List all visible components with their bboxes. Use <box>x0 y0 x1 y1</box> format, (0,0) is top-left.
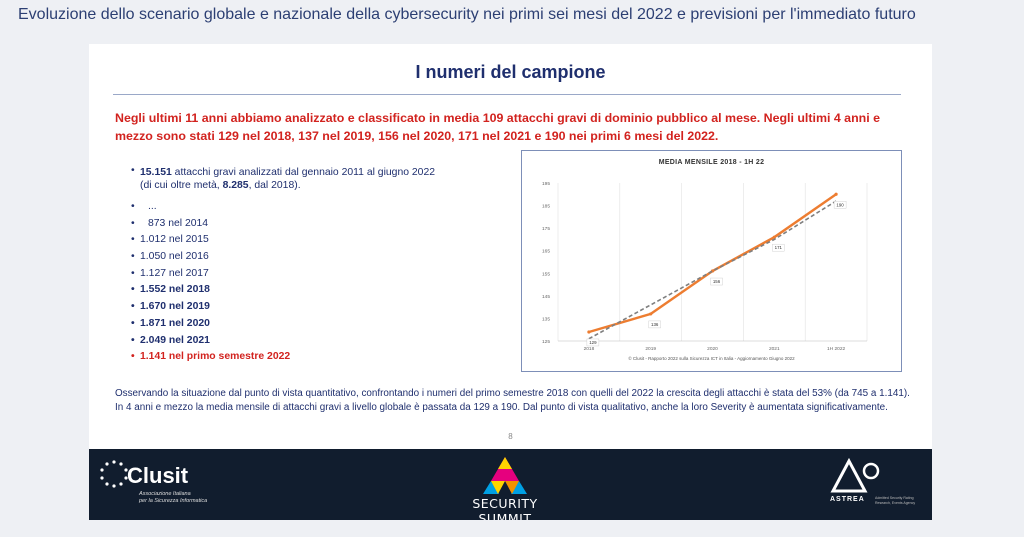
clusit-wordmark: Clusit <box>127 463 189 488</box>
bullet-2015: 1.012 nel 2015 <box>131 232 461 249</box>
astrea-wordmark: ASTREA <box>830 496 865 503</box>
astrea-triangle-icon <box>830 457 880 493</box>
bullet-ellipsis: ... <box>131 199 461 216</box>
clusit-subtitle: Associazione Italiana per la Sicurezza In… <box>139 491 208 504</box>
title-divider <box>113 94 901 95</box>
x-tick-label: 2021 <box>769 346 780 352</box>
y-tick-label: 195 <box>542 181 550 187</box>
x-tick-label: 2019 <box>645 346 656 352</box>
x-tick-label: 2020 <box>707 346 718 352</box>
astrea-logo: ASTREA Admitted Security Rating Research… <box>827 455 927 517</box>
x-tick-label: 2018 <box>584 346 595 352</box>
y-tick-label: 185 <box>542 204 550 210</box>
data-label-box <box>772 243 785 252</box>
y-tick-label: 135 <box>542 316 550 322</box>
bullet-2018: 1.552 nel 2018 <box>131 282 461 299</box>
x-tick-label: 1H 2022 <box>827 346 845 352</box>
y-tick-label: 175 <box>542 226 550 232</box>
total-value: 15.151 <box>140 167 172 178</box>
chart-panel: MEDIA MENSILE 2018 - 1H 22 125 135 145 155 1… <box>521 150 902 372</box>
y-tick-label: 145 <box>542 294 550 300</box>
summary-text: Osservando la situazione dal punto di vi… <box>115 388 910 414</box>
bullet-2014: 873 nel 2014 <box>131 216 461 233</box>
data-label: 156 <box>713 279 721 284</box>
astrea-subtitle: Admitted Security Rating Research, Event… <box>875 496 916 505</box>
bullet-2016: 1.050 nel 2016 <box>131 249 461 266</box>
data-label: 190 <box>836 202 844 207</box>
y-tick-label: 125 <box>542 339 550 345</box>
data-point <box>649 312 653 316</box>
summit-triangle-icon <box>483 457 527 494</box>
data-point <box>587 330 591 334</box>
y-tick-label: 165 <box>542 249 550 255</box>
security-summit-logo: SECURITY SUMMIT <box>445 453 565 520</box>
slide-title: I numeri del campione <box>415 62 606 82</box>
data-label: 136 <box>651 322 659 327</box>
total-text: attacchi gravi analizzati dal gennaio 20… <box>171 167 436 178</box>
total-line2-value: 8.285 <box>222 180 249 192</box>
stars-circle-icon <box>100 460 128 488</box>
data-label-box <box>586 338 600 347</box>
data-point <box>834 192 838 196</box>
page-header-title: Evoluzione dello scenario globale e nazi… <box>18 6 916 23</box>
data-point <box>772 235 776 239</box>
bullet-2019: 1.670 nel 2019 <box>131 299 461 316</box>
bullet-total: 15.151 attacchi gravi analizzati dal gen… <box>131 164 461 199</box>
footer-banner: Clusit Associazione Italiana per la Sicur… <box>89 449 932 520</box>
series-line-trend <box>588 200 837 340</box>
data-label-box <box>648 320 661 329</box>
bullet-2020: 1.871 nel 2020 <box>131 316 461 333</box>
bullet-list: 15.151 attacchi gravi analizzati dal gen… <box>131 164 461 366</box>
data-label-box <box>833 201 847 209</box>
page-number: 8 <box>508 432 513 441</box>
summit-wordmark: SECURITY SUMMIT <box>472 496 538 520</box>
data-label: 129 <box>589 340 597 345</box>
total-line2-post: , dal 2018). <box>248 180 301 192</box>
y-tick-label: 155 <box>542 271 550 277</box>
data-label: 171 <box>775 245 783 250</box>
chart-copyright-note: © Clusit - Rapporto 2022 sulla Sicurezza… <box>628 356 795 361</box>
bullet-2017: 1.127 nel 2017 <box>131 266 461 283</box>
clusit-logo: Clusit Associazione Italiana per la Sicur… <box>99 457 219 513</box>
bullet-2021: 2.049 nel 2021 <box>131 333 461 350</box>
line-chart: 125 135 145 155 165 175 185 195 2018 2019 2020 2021… <box>542 181 868 352</box>
bullet-h1-2022: 1.141 nel primo semestre 2022 <box>131 349 461 366</box>
data-label-box <box>710 277 723 286</box>
intro-text: Negli ultimi 11 anni abbiamo analizzato … <box>115 111 880 143</box>
total-line2-pre: (di cui oltre metà, <box>140 180 223 192</box>
slide: I numeri del campione Negli ultimi 11 an… <box>89 44 932 520</box>
series-line-monthly-average <box>588 193 837 334</box>
chart-title: MEDIA MENSILE 2018 - 1H 22 <box>658 159 765 166</box>
